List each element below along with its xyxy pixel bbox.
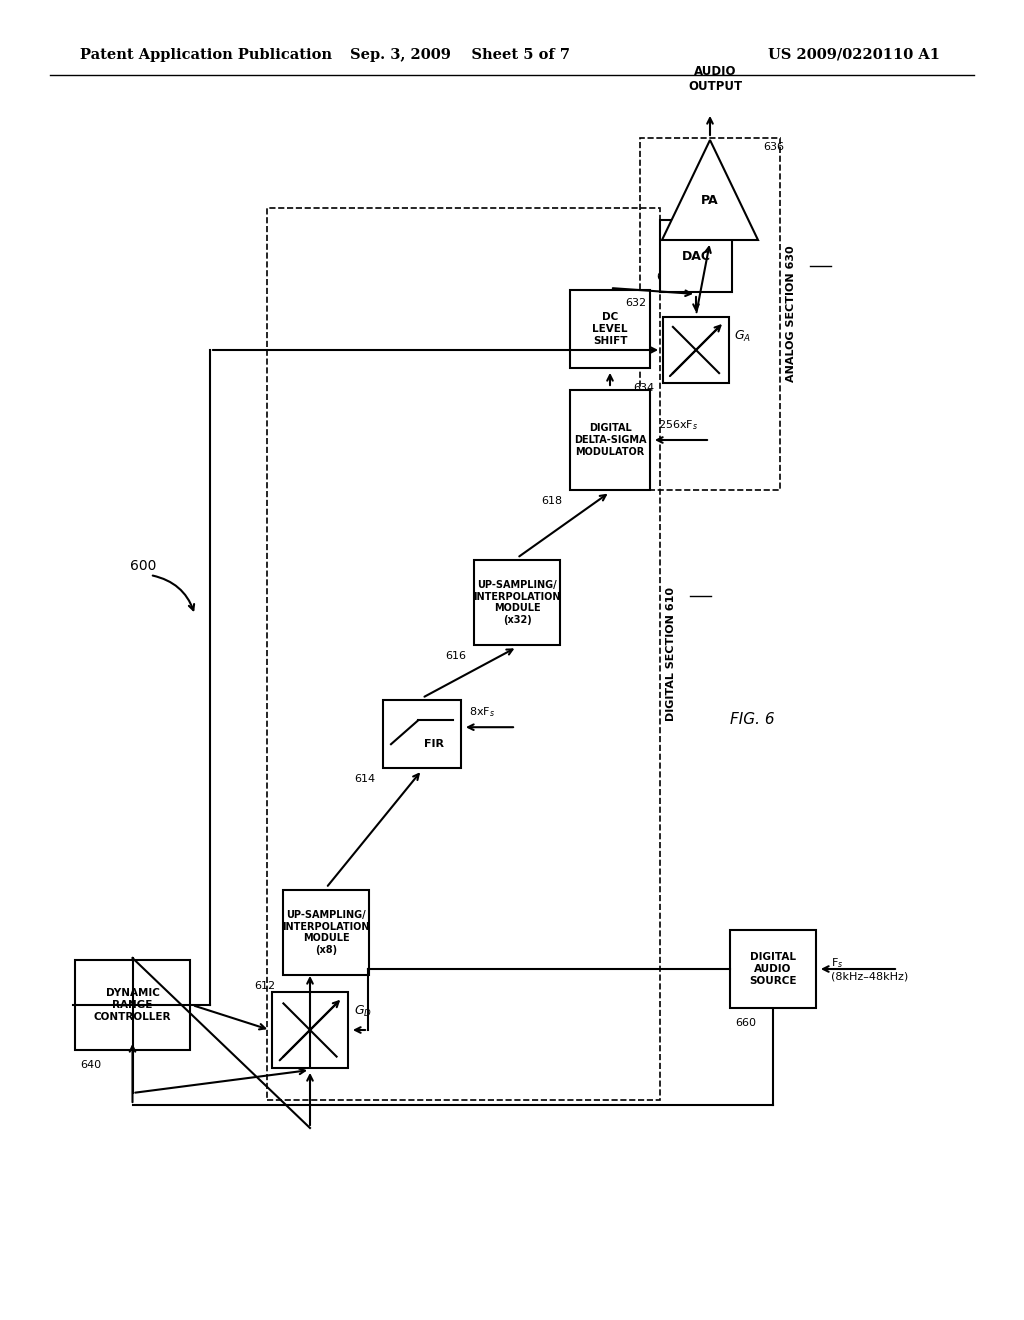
Text: DIGITAL SECTION 610: DIGITAL SECTION 610	[666, 587, 676, 721]
Text: 620: 620	[656, 272, 677, 282]
Text: G$_D$: G$_D$	[354, 1003, 372, 1019]
Bar	[640, 139, 780, 490]
Text: DAC: DAC	[682, 249, 711, 263]
Polygon shape	[662, 140, 758, 240]
Text: 256xF$_s$: 256xF$_s$	[658, 418, 698, 432]
Text: DIGITAL
DELTA-SIGMA
MODULATOR: DIGITAL DELTA-SIGMA MODULATOR	[573, 424, 646, 457]
Bar	[267, 209, 660, 1100]
Bar	[283, 890, 369, 975]
Text: Patent Application Publication: Patent Application Publication	[80, 48, 332, 62]
Text: Sep. 3, 2009    Sheet 5 of 7: Sep. 3, 2009 Sheet 5 of 7	[350, 48, 570, 62]
Text: AUDIO
OUTPUT: AUDIO OUTPUT	[688, 65, 742, 92]
Text: FIR: FIR	[424, 739, 443, 750]
Text: 640: 640	[80, 1060, 101, 1071]
Text: ANALOG SECTION 630: ANALOG SECTION 630	[786, 246, 796, 383]
Bar	[570, 290, 650, 368]
Text: 8xF$_s$: 8xF$_s$	[469, 705, 495, 719]
Text: 634: 634	[633, 383, 654, 393]
Bar	[474, 560, 560, 645]
Text: G$_A$: G$_A$	[734, 329, 752, 345]
Text: 632: 632	[625, 298, 646, 308]
Text: 616: 616	[445, 651, 466, 661]
Bar	[75, 960, 190, 1049]
Bar	[570, 389, 650, 490]
Text: US 2009/0220110 A1: US 2009/0220110 A1	[768, 48, 940, 62]
Text: UP-SAMPLING/
INTERPOLATION
MODULE
(x8): UP-SAMPLING/ INTERPOLATION MODULE (x8)	[283, 909, 370, 954]
Text: UP-SAMPLING/
INTERPOLATION
MODULE
(x32): UP-SAMPLING/ INTERPOLATION MODULE (x32)	[473, 579, 561, 624]
Text: PA: PA	[701, 194, 719, 206]
Text: F$_s$
(8kHz–48kHz): F$_s$ (8kHz–48kHz)	[831, 956, 908, 982]
Text: FIG. 6: FIG. 6	[730, 713, 774, 727]
Bar	[383, 700, 461, 768]
Text: 660: 660	[735, 1018, 756, 1028]
Text: DYNAMIC
RANGE
CONTROLLER: DYNAMIC RANGE CONTROLLER	[94, 989, 171, 1022]
Text: 600: 600	[130, 558, 157, 573]
Text: 614: 614	[354, 774, 375, 784]
Text: 612: 612	[254, 981, 275, 991]
Text: DIGITAL
AUDIO
SOURCE: DIGITAL AUDIO SOURCE	[750, 953, 797, 986]
Bar	[272, 993, 348, 1068]
Bar	[660, 220, 732, 292]
Text: 611: 611	[298, 966, 319, 975]
Bar	[663, 317, 729, 383]
Bar	[730, 931, 816, 1008]
Text: 636: 636	[763, 143, 784, 152]
Text: DC
LEVEL
SHIFT: DC LEVEL SHIFT	[592, 313, 628, 346]
Text: 618: 618	[541, 496, 562, 506]
